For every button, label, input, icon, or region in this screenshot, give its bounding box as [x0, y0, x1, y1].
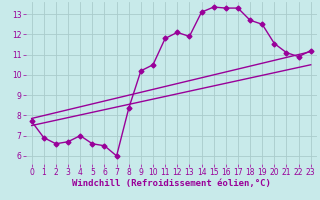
X-axis label: Windchill (Refroidissement éolien,°C): Windchill (Refroidissement éolien,°C)	[72, 179, 271, 188]
